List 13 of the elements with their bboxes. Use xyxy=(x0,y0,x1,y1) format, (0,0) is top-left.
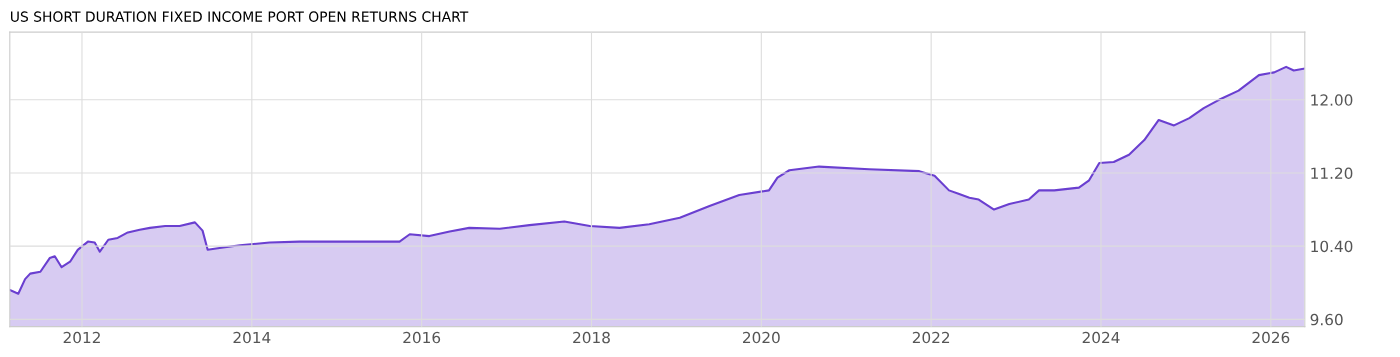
x-tick-label: 2012 xyxy=(63,331,100,344)
y-tick-label: 12.00 xyxy=(1311,94,1353,106)
y-tick-label: 11.20 xyxy=(1311,167,1353,180)
y-tick-label: 10.40 xyxy=(1311,240,1353,253)
x-tick-label: 2026 xyxy=(1252,331,1290,344)
x-tick-label: 2024 xyxy=(1082,331,1120,344)
x-tick-label: 2020 xyxy=(743,331,780,344)
x-tick-label: 2022 xyxy=(912,331,950,344)
x-tick-label: 2014 xyxy=(233,331,271,344)
chart-title: US SHORT DURATION FIXED INCOME PORT OPEN RETURNS CHART xyxy=(11,11,469,22)
y-tick-label: 9.60 xyxy=(1310,313,1343,326)
x-tick-label: 2018 xyxy=(573,331,610,344)
x-tick-label: 2016 xyxy=(403,331,441,344)
